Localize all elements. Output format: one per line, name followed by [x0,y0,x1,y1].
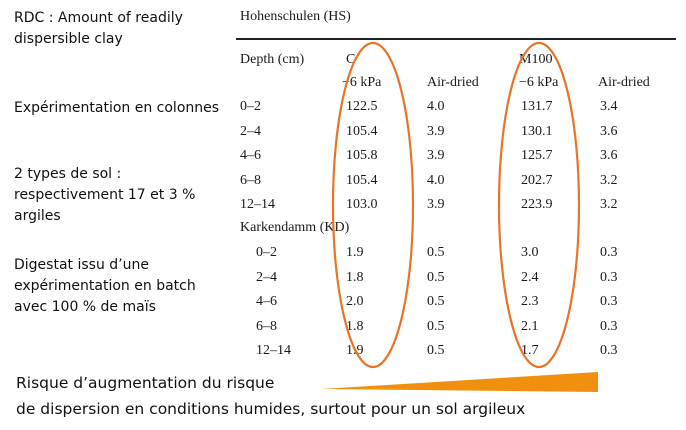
hs-row-4-m_6: 223.9 [521,197,553,212]
kd-row-0-depth: 0–2 [256,245,277,260]
hs-row-1-c_ad: 3.9 [427,123,445,139]
note-digestate: Digestat issu d’une expérimentation en b… [14,257,196,315]
hs-row-0-c_6: 122.5 [346,99,378,114]
kd-row-4-c_ad: 0.5 [427,343,445,358]
hs-row-2-m_6: 125.7 [521,148,553,163]
subheader-m-airdried: Air-dried [598,75,650,90]
kd-row-0-m_ad: 0.3 [600,245,618,260]
kd-row-3-c_6: 1.8 [346,318,364,334]
hs-row-2-c_ad: 3.9 [427,148,445,163]
kd-row-2-m_ad: 0.3 [600,294,618,309]
note-soil-types: 2 types de sol : respectivement 17 et 3 … [14,166,196,224]
group-c-header: C [346,52,356,67]
kd-row-2-c_ad: 0.5 [427,294,445,309]
kd-row-0-m_6: 3.0 [521,245,539,260]
hs-row-4-depth: 12–14 [240,197,275,212]
hs-row-2-depth: 4–6 [240,148,261,163]
kd-row-1-m_ad: 0.3 [600,269,618,285]
kd-row-1-depth: 2–4 [256,269,277,285]
table-top-rule [236,38,676,40]
hs-row-2-m_ad: 3.6 [600,148,618,163]
kd-row-4-m_6: 1.7 [521,343,539,358]
note-columns: Expérimentation en colonnes [14,100,220,116]
hs-row-4-c_6: 103.0 [346,197,378,212]
kd-row-3-depth: 6–8 [256,318,277,334]
kd-row-1-m_6: 2.4 [521,269,539,285]
kd-row-2-m_6: 2.3 [521,294,539,309]
subheader-c-airdried: Air-dried [427,75,479,90]
hs-row-3-c_ad: 4.0 [427,172,445,188]
kd-row-4-depth: 12–14 [256,343,291,358]
hs-row-0-depth: 0–2 [240,99,261,114]
note-rdc: RDC : Amount of readily dispersible clay [14,10,183,47]
kd-row-3-m_ad: 0.3 [600,318,618,334]
subheader-m-6kpa: −6 kPa [519,75,559,90]
hs-row-2-c_6: 105.8 [346,148,378,163]
kd-row-3-c_ad: 0.5 [427,318,445,334]
kd-row-4-c_6: 1.9 [346,343,364,358]
kd-row-0-c_6: 1.9 [346,245,364,260]
hs-row-1-m_6: 130.1 [521,123,553,139]
hs-row-0-m_ad: 3.4 [600,99,618,114]
kd-row-3-m_6: 2.1 [521,318,539,334]
hs-row-3-m_6: 202.7 [521,172,553,188]
section-kd-title: Karkendamm (KD) [240,220,350,235]
hs-row-0-m_6: 131.7 [521,99,553,114]
hs-row-1-depth: 2–4 [240,123,261,139]
kd-row-1-c_ad: 0.5 [427,269,445,285]
hs-row-1-m_ad: 3.6 [600,123,618,139]
hs-row-3-depth: 6–8 [240,172,261,188]
depth-header: Depth (cm) [240,52,305,67]
hs-row-4-m_ad: 3.2 [600,197,618,212]
kd-row-2-depth: 4–6 [256,294,277,309]
hs-row-0-c_ad: 4.0 [427,99,445,114]
hs-row-4-c_ad: 3.9 [427,197,445,212]
table-title: Hohenschulen (HS) [240,9,351,24]
subheader-c-6kpa: −6 kPa [342,75,382,90]
caption-line2: de dispersion en conditions humides, sur… [16,400,526,418]
hs-row-3-m_ad: 3.2 [600,172,618,188]
group-m100-header: M100 [519,52,553,67]
kd-row-0-c_ad: 0.5 [427,245,445,260]
caption-line1: Risque d’augmentation du risque [16,374,275,392]
hs-row-1-c_6: 105.4 [346,123,378,139]
hs-row-3-c_6: 105.4 [346,172,378,188]
kd-row-4-m_ad: 0.3 [600,343,618,358]
risk-increase-wedge [322,372,598,392]
kd-row-1-c_6: 1.8 [346,269,364,285]
kd-row-2-c_6: 2.0 [346,294,364,309]
